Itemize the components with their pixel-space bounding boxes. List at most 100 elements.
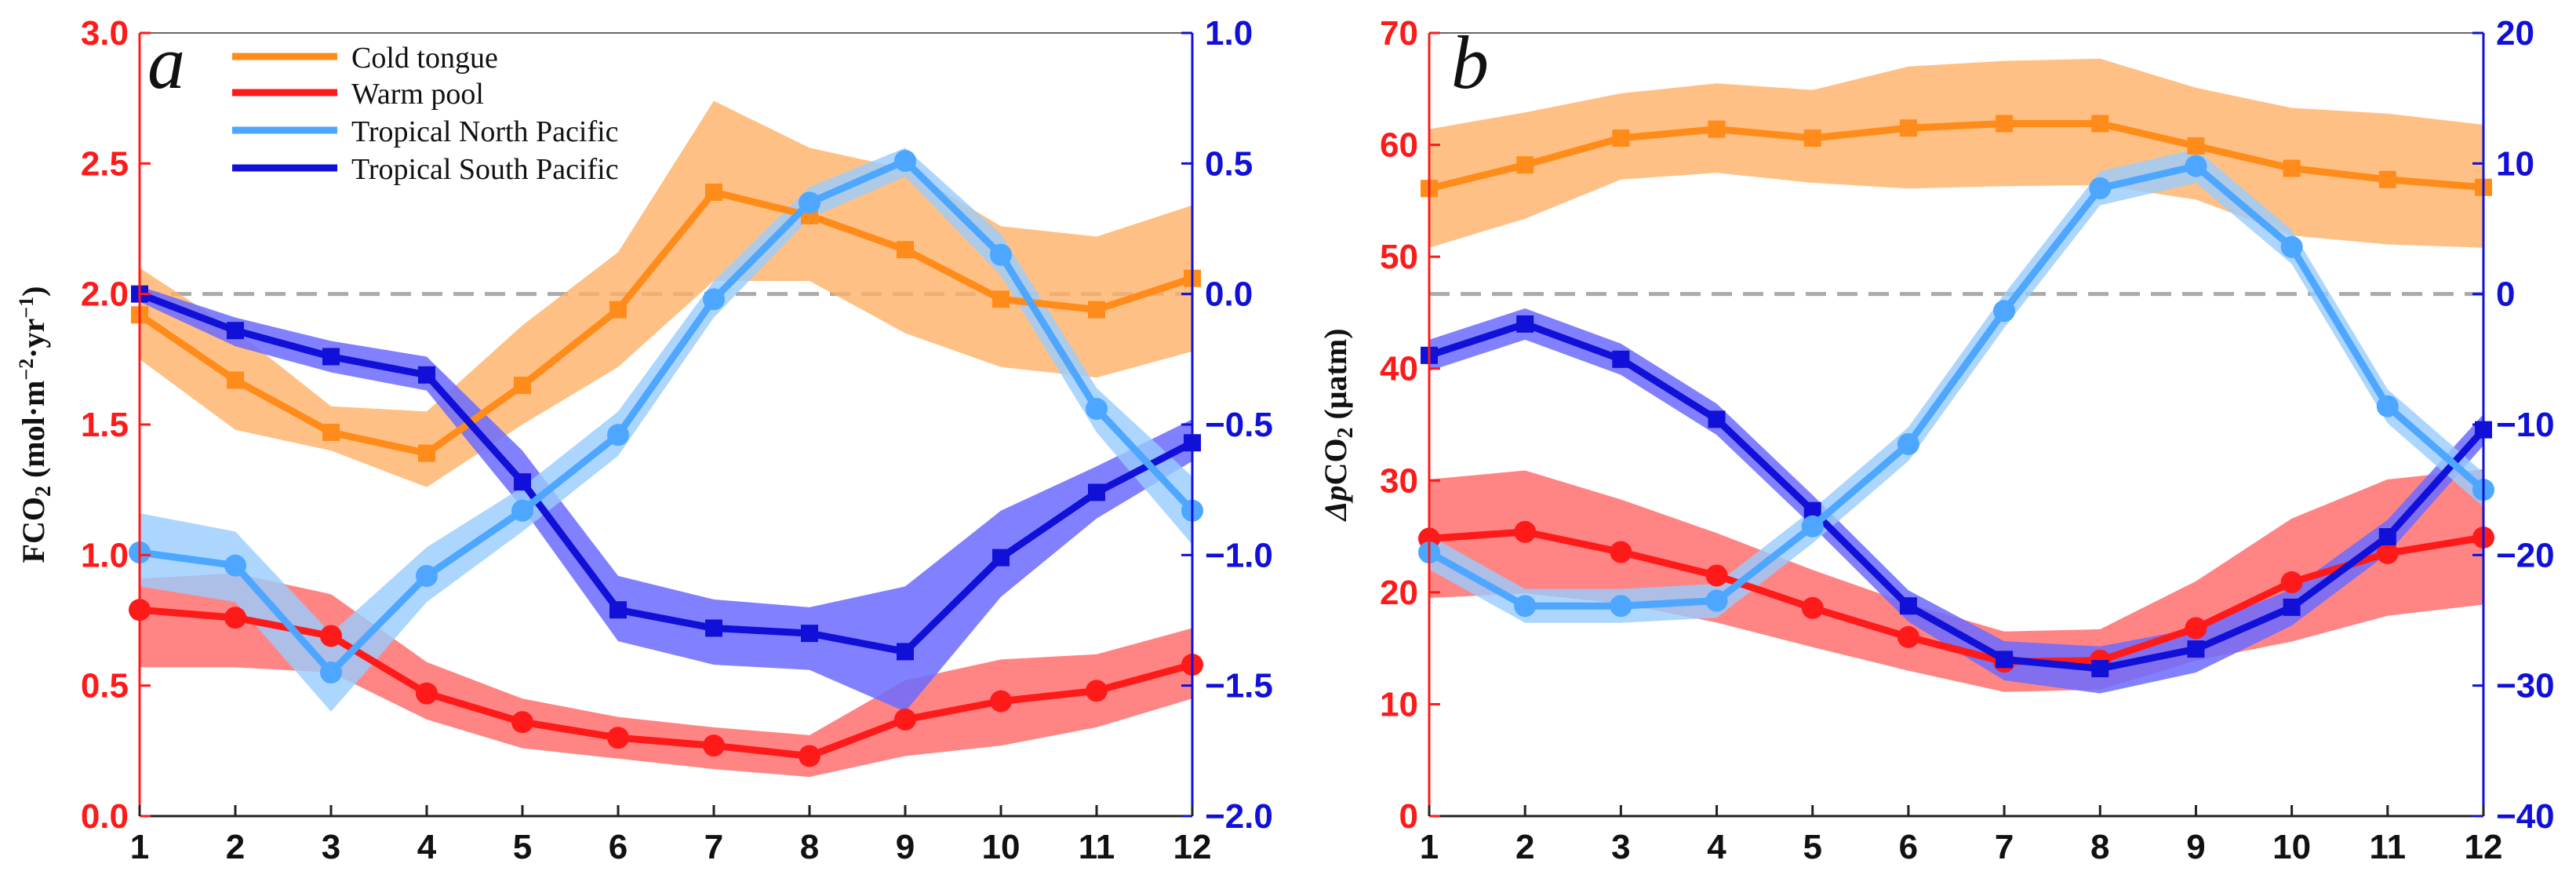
- panel-b-point-cold-tongue: [2283, 159, 2301, 177]
- panel-b-point-warm-pool: [1610, 541, 1632, 563]
- panel-b-point-tnp: [1897, 432, 1919, 455]
- panel-a-ylabel: FCO2 (mol·m−2·yr−1): [15, 286, 56, 563]
- panel-a-point-warm-pool: [224, 607, 246, 629]
- panel-b-point-tsp: [2378, 528, 2396, 546]
- panel-a-point-tnp: [224, 554, 246, 577]
- legend-label-cold-tongue: Cold tongue: [351, 42, 498, 75]
- panel-b-letter: b: [1451, 20, 1489, 104]
- panel-a-x-tick-label: 5: [513, 828, 532, 866]
- panel-a-x-tick-label: 1: [130, 828, 149, 866]
- panel-a-point-cold-tongue: [992, 290, 1010, 308]
- panel-b-point-tsp: [2091, 660, 2109, 678]
- panel-b-x-tick-label: 2: [1515, 828, 1534, 866]
- panel-a: 0.0 0.5 1.0 1.5 2.0 2.5 3.0 −2.0 −1.5 −1.0 −0.5 0.0…: [15, 14, 1273, 866]
- panel-b-point-tsp: [1899, 597, 1917, 615]
- legend: Cold tongue Warm pool Tropical North Pac…: [232, 42, 619, 186]
- panel-a-point-warm-pool: [416, 682, 438, 705]
- panel-a-point-warm-pool: [799, 745, 820, 767]
- panel-b-point-warm-pool: [1705, 564, 1728, 587]
- panel-a-right-tick-label: −0.5: [1205, 406, 1273, 444]
- panel-a-left-tick-label: 3.0: [81, 14, 129, 53]
- panel-a-band-warm-pool: [140, 573, 1192, 778]
- panel-b-point-warm-pool: [1514, 520, 1537, 543]
- panel-a-point-tnp: [1086, 398, 1108, 421]
- panel-b-left-tick-label: 20: [1380, 574, 1418, 612]
- panel-b-point-tsp: [2187, 640, 2205, 658]
- panel-b-plot-area: [1418, 58, 2494, 694]
- panel-a-band-tsp: [140, 286, 1192, 712]
- panel-b-line-warm-pool: [1428, 528, 2484, 665]
- panel-b-point-tnp: [2089, 177, 2112, 199]
- panel-b-right-tick-label: −30: [2496, 667, 2555, 705]
- panel-b-point-tsp: [1612, 350, 1630, 368]
- panel-a-letter: a: [147, 20, 185, 104]
- panel-b-point-tsp: [1996, 651, 2014, 669]
- panel-b-left-tick-label: 50: [1380, 238, 1418, 276]
- panel-b-x-tick-label: 7: [1995, 828, 2014, 866]
- panel-b-point-cold-tongue: [1516, 156, 1534, 174]
- panel-b-point-tnp: [1610, 595, 1632, 618]
- panel-a-point-tsp: [897, 643, 914, 661]
- panel-a-point-warm-pool: [511, 711, 533, 734]
- panel-b-point-tnp: [2185, 155, 2207, 177]
- panel-a-point-cold-tongue: [227, 371, 244, 389]
- panel-b-left-tick-label: 10: [1380, 685, 1418, 724]
- panel-a-line-cold-tongue: [137, 188, 1194, 457]
- panel-b-point-tsp: [1516, 315, 1534, 333]
- panel-b-point-tsp: [1708, 410, 1726, 428]
- panel-b-point-warm-pool: [2280, 571, 2303, 594]
- panel-b-point-tsp: [2283, 598, 2301, 616]
- panel-b-point-warm-pool: [1801, 596, 1824, 619]
- panel-b-point-cold-tongue: [1803, 129, 1821, 148]
- panel-b-band-tnp: [1429, 149, 2483, 623]
- panel-b-line-cold-tongue: [1428, 120, 2484, 192]
- panel-b-x-tick-label: 3: [1611, 828, 1630, 866]
- panel-b-point-warm-pool: [2376, 541, 2399, 564]
- panel-a-point-tnp: [990, 243, 1012, 266]
- panel-a-point-cold-tongue: [322, 423, 340, 441]
- panel-a-plot-area: [129, 100, 1203, 778]
- panel-a-point-warm-pool: [1086, 680, 1108, 702]
- panel-a-line-tnp: [139, 157, 1195, 676]
- panel-b-x-tick-label: 6: [1899, 828, 1918, 866]
- panel-a-left-tick-label: 0.5: [81, 667, 129, 705]
- panel-a-line-tsp: [138, 290, 1195, 655]
- panel-a-point-cold-tongue: [514, 377, 531, 395]
- panel-a-x-tick-label: 12: [1173, 828, 1212, 866]
- panel-a-x-tick-label: 3: [322, 828, 340, 866]
- panel-b-point-cold-tongue: [2187, 137, 2205, 155]
- panel-b-point-tnp: [1705, 589, 1728, 612]
- panel-a-x-tick-label: 11: [1079, 828, 1115, 866]
- legend-label-tsp: Tropical South Pacific: [351, 153, 619, 186]
- panel-a-point-tnp: [511, 499, 533, 522]
- panel-a-point-tsp: [322, 348, 340, 366]
- panel-a-right-tick-label: −2.0: [1205, 797, 1273, 836]
- panel-a-left-tick-label: 2.5: [81, 144, 129, 183]
- panel-a-point-tsp: [418, 366, 435, 384]
- panel-a-right-tick-label: 0.0: [1205, 275, 1253, 314]
- panel-a-point-tsp: [705, 619, 722, 637]
- panel-a-left-tick-label: 1.0: [81, 536, 129, 574]
- panel-b-x-tick-label: 5: [1803, 828, 1821, 866]
- panel-a-right-tick-label: 1.0: [1205, 14, 1253, 53]
- panel-b-point-tnp: [2280, 235, 2303, 258]
- panel-b-x-tick-label: 1: [1420, 828, 1439, 866]
- panel-a-x-tick-label: 10: [982, 828, 1021, 866]
- panel-b-left-tick-label: 0: [1399, 797, 1418, 836]
- panel-a-point-tsp: [609, 601, 627, 619]
- panel-a-point-cold-tongue: [418, 444, 435, 462]
- panel-b-right-tick-label: −40: [2496, 797, 2555, 836]
- panel-b-point-tsp: [1803, 501, 1821, 519]
- panel-a-x-tick-label: 7: [704, 828, 723, 866]
- panel-a-point-warm-pool: [990, 690, 1012, 713]
- panel-a-point-tnp: [894, 150, 916, 173]
- panel-a-right-tick-label: −1.5: [1205, 667, 1273, 705]
- panel-a-x-tick-label: 4: [417, 828, 437, 866]
- panel-a-point-tsp: [1088, 483, 1105, 501]
- panel-b-point-tnp: [1801, 515, 1824, 538]
- panel-a-point-warm-pool: [607, 727, 629, 749]
- panel-a-x-tick-label: 9: [896, 828, 915, 866]
- panel-a-point-tnp: [799, 191, 820, 214]
- panel-a-point-tsp: [801, 625, 818, 643]
- legend-label-warm-pool: Warm pool: [351, 78, 484, 111]
